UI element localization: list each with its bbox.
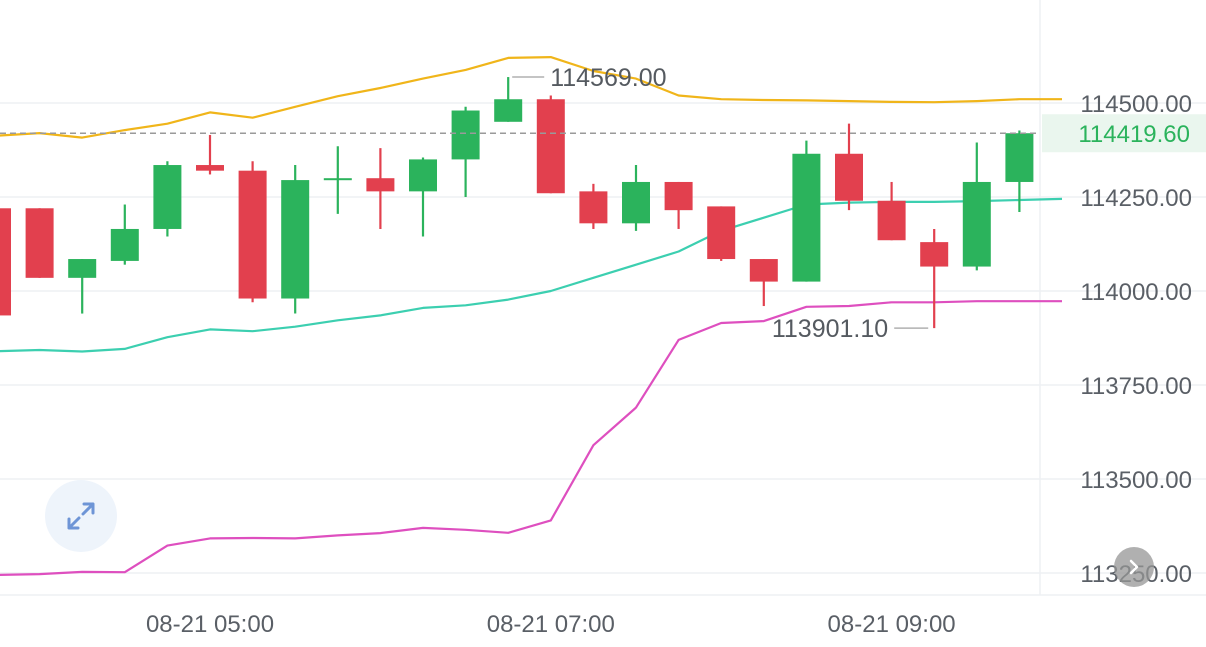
current-price-tag: [1042, 114, 1206, 153]
candle-down: [707, 206, 736, 261]
annotations: 114419.60 114569.00 113901.10: [0, 64, 1206, 343]
candle-body: [451, 110, 480, 160]
expand-button[interactable]: [45, 480, 117, 552]
candle-down: [366, 148, 395, 229]
candle-down: [196, 134, 224, 175]
x-tick-label: 08-21 07:00: [487, 611, 615, 638]
y-tick-label: 113500.00: [1080, 467, 1192, 494]
candle-up: [622, 165, 650, 231]
upper-band-line: [0, 55, 1062, 139]
candle-body: [792, 153, 821, 282]
x-axis: 08-21 05:00 08-21 07:00 08-21 09:00: [146, 611, 956, 638]
candle-body: [110, 228, 139, 261]
high-annotation-label: 114569.00: [550, 64, 666, 92]
candle-body: [409, 159, 437, 192]
candle-body: [962, 181, 991, 267]
candle-body: [323, 178, 352, 181]
candle-body: [494, 99, 523, 122]
candle-down: [579, 183, 608, 229]
candle-body: [0, 208, 11, 316]
low-annotation-label: 113901.10: [772, 315, 888, 343]
candle-down: [920, 228, 949, 329]
current-price-label: 114419.60: [1078, 121, 1190, 148]
candle-up: [494, 77, 523, 122]
bollinger-bands: [0, 55, 1063, 576]
x-tick-label: 08-21 05:00: [146, 611, 274, 638]
candle-up: [792, 140, 821, 282]
candle-up: [153, 161, 182, 237]
y-tick-label: 113750.00: [1080, 373, 1192, 400]
candle-body: [749, 259, 778, 282]
candle-body: [1005, 133, 1034, 182]
candle-body: [579, 191, 608, 224]
candle-up: [409, 157, 437, 237]
candle-up: [1005, 130, 1034, 213]
candle-down: [749, 259, 778, 307]
candle-body: [25, 208, 54, 278]
y-tick-label: 114500.00: [1080, 91, 1192, 118]
grid-lines: [0, 0, 1206, 596]
candle-body: [536, 99, 565, 194]
candle-body: [877, 200, 906, 241]
x-tick-label: 08-21 09:00: [828, 611, 956, 638]
scroll-right-button[interactable]: [1114, 547, 1154, 587]
candle-down: [238, 161, 267, 303]
candle-up: [68, 259, 97, 314]
candle-body: [707, 206, 736, 260]
candle-body: [366, 178, 395, 192]
candle-up: [962, 142, 991, 271]
candle-body: [622, 181, 650, 224]
candle-body: [835, 153, 863, 201]
candle-up: [451, 106, 480, 197]
candle-down: [25, 208, 54, 278]
y-tick-label: 114000.00: [1080, 279, 1192, 306]
candle-down: [664, 181, 693, 229]
y-axis: 114500.00 114250.00 114000.00 113750.00 1135…: [1080, 91, 1192, 588]
candle-down: [536, 95, 565, 194]
candle-down: [877, 181, 906, 241]
candle-body: [920, 242, 949, 267]
candles: [0, 77, 1034, 329]
candle-down: [835, 123, 863, 211]
candle-up: [110, 204, 139, 265]
candle-body: [664, 181, 693, 211]
y-tick-label: 114250.00: [1080, 185, 1192, 212]
chevron-right-icon: [1129, 559, 1139, 575]
expand-arrows-icon: [67, 502, 95, 530]
candle-body: [153, 165, 182, 229]
candle-up: [281, 165, 310, 314]
lower-band-line: [0, 300, 1062, 576]
candle-body: [281, 180, 310, 299]
candle-body: [238, 170, 267, 299]
candle-up: [323, 146, 352, 214]
candle-body: [68, 259, 97, 278]
candle-body: [196, 165, 224, 171]
candle-down: [0, 208, 11, 316]
